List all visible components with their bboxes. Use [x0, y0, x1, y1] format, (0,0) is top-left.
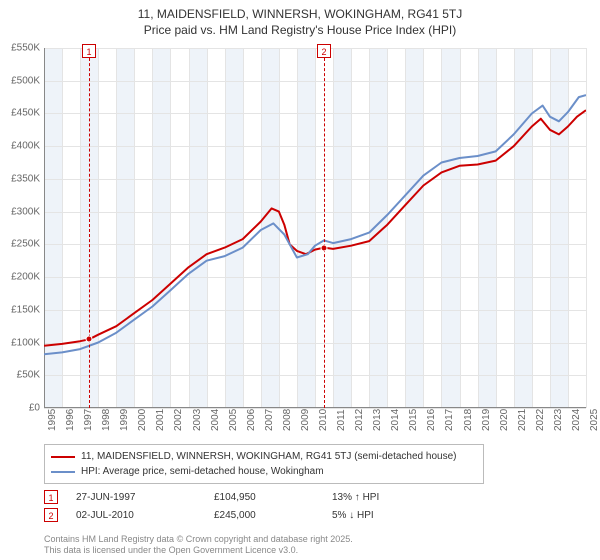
- footnote-line-1: Contains HM Land Registry data © Crown c…: [44, 534, 353, 544]
- chart-container: 11, MAIDENSFIELD, WINNERSH, WOKINGHAM, R…: [0, 0, 600, 560]
- y-axis-label: £50K: [0, 370, 40, 381]
- gridline-v: [586, 48, 587, 408]
- sales-table: 1 27-JUN-1997 £104,950 13% ↑ HPI 2 02-JUL-201…: [44, 488, 584, 524]
- x-axis-label: 2002: [173, 409, 184, 431]
- x-axis-label: 1999: [119, 409, 130, 431]
- legend-swatch: [51, 471, 75, 473]
- legend-row: HPI: Average price, semi-detached house,…: [51, 464, 477, 479]
- x-axis-label: 2009: [300, 409, 311, 431]
- x-axis-label: 2010: [318, 409, 329, 431]
- x-axis-label: 2006: [246, 409, 257, 431]
- x-axis-label: 2023: [553, 409, 564, 431]
- sale-marker-box: 2: [317, 44, 331, 58]
- sale-row: 2 02-JUL-2010 £245,000 5% ↓ HPI: [44, 506, 584, 524]
- chart-title: 11, MAIDENSFIELD, WINNERSH, WOKINGHAM, R…: [0, 0, 600, 38]
- sale-row-date: 27-JUN-1997: [76, 492, 196, 503]
- x-axis-label: 2012: [354, 409, 365, 431]
- x-axis-label: 1996: [65, 409, 76, 431]
- sale-row: 1 27-JUN-1997 £104,950 13% ↑ HPI: [44, 488, 584, 506]
- sale-marker-dot: [85, 336, 92, 343]
- footnote-line-2: This data is licensed under the Open Gov…: [44, 545, 298, 555]
- y-axis-label: £550K: [0, 43, 40, 54]
- x-axis-label: 2021: [517, 409, 528, 431]
- y-axis-label: £150K: [0, 304, 40, 315]
- x-axis-label: 2007: [264, 409, 275, 431]
- x-axis-label: 2008: [282, 409, 293, 431]
- sale-row-marker: 1: [44, 490, 58, 504]
- footnote: Contains HM Land Registry data © Crown c…: [44, 534, 353, 557]
- sale-row-date: 02-JUL-2010: [76, 510, 196, 521]
- legend-row: 11, MAIDENSFIELD, WINNERSH, WOKINGHAM, R…: [51, 449, 477, 464]
- x-axis-label: 2003: [192, 409, 203, 431]
- sale-marker-line: [89, 48, 90, 408]
- x-axis-label: 2024: [571, 409, 582, 431]
- line-series-svg: [44, 48, 586, 408]
- x-axis-label: 2020: [499, 409, 510, 431]
- x-axis-label: 2005: [228, 409, 239, 431]
- x-axis-label: 2016: [426, 409, 437, 431]
- legend-swatch: [51, 456, 75, 458]
- x-axis-label: 2015: [408, 409, 419, 431]
- sale-marker-box: 1: [82, 44, 96, 58]
- title-line-2: Price paid vs. HM Land Registry's House …: [144, 23, 456, 37]
- x-axis-label: 2001: [155, 409, 166, 431]
- x-axis-label: 2019: [481, 409, 492, 431]
- series-property: [44, 110, 586, 346]
- x-axis-label: 2000: [137, 409, 148, 431]
- x-axis-label: 2013: [372, 409, 383, 431]
- legend-label: 11, MAIDENSFIELD, WINNERSH, WOKINGHAM, R…: [81, 449, 456, 464]
- x-axis-label: 1995: [47, 409, 58, 431]
- plot-area: 12 £0£50K£100K£150K£200K£250K£300K£350K£…: [44, 48, 586, 408]
- x-axis-label: 2017: [444, 409, 455, 431]
- x-axis-label: 2025: [589, 409, 600, 431]
- title-line-1: 11, MAIDENSFIELD, WINNERSH, WOKINGHAM, R…: [138, 7, 463, 21]
- sale-row-marker: 2: [44, 508, 58, 522]
- y-axis-label: £400K: [0, 141, 40, 152]
- y-axis-label: £200K: [0, 272, 40, 283]
- series-hpi: [44, 95, 586, 354]
- x-axis-label: 2011: [336, 409, 347, 431]
- x-axis-label: 2004: [210, 409, 221, 431]
- y-axis-label: £100K: [0, 337, 40, 348]
- y-axis-label: £0: [0, 403, 40, 414]
- y-axis-label: £300K: [0, 206, 40, 217]
- sale-marker-line: [324, 48, 325, 408]
- sale-row-delta: 5% ↓ HPI: [332, 510, 432, 521]
- sale-row-delta: 13% ↑ HPI: [332, 492, 432, 503]
- x-axis-label: 2018: [463, 409, 474, 431]
- y-axis-label: £450K: [0, 108, 40, 119]
- y-axis-label: £350K: [0, 173, 40, 184]
- x-axis-label: 2022: [535, 409, 546, 431]
- x-axis-label: 1997: [83, 409, 94, 431]
- y-axis-label: £250K: [0, 239, 40, 250]
- sale-marker-dot: [321, 244, 328, 251]
- sale-row-price: £245,000: [214, 510, 314, 521]
- sale-row-price: £104,950: [214, 492, 314, 503]
- x-axis-label: 2014: [390, 409, 401, 431]
- y-axis-label: £500K: [0, 75, 40, 86]
- legend-label: HPI: Average price, semi-detached house,…: [81, 464, 324, 479]
- x-axis-label: 1998: [101, 409, 112, 431]
- legend: 11, MAIDENSFIELD, WINNERSH, WOKINGHAM, R…: [44, 444, 484, 484]
